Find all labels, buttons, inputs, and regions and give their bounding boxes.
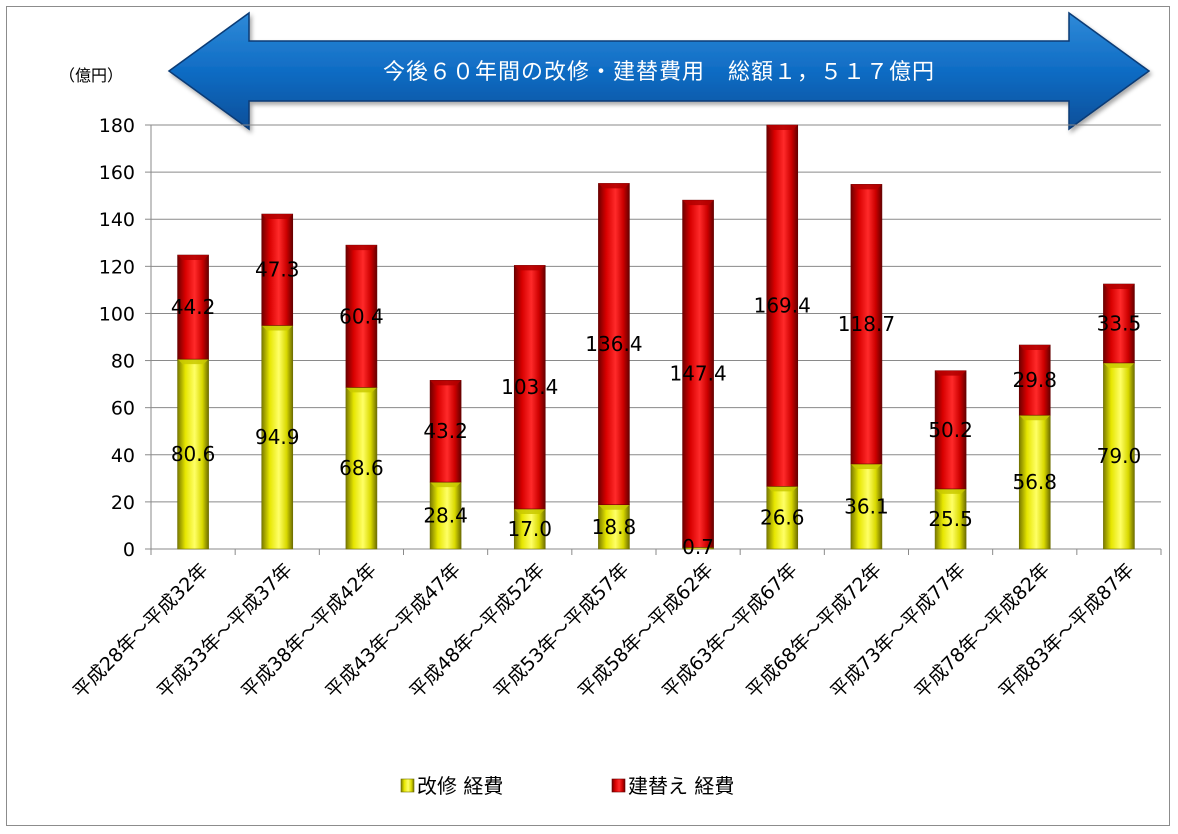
data-label-rebuild-5: 136.4 — [585, 332, 642, 356]
bar-cap-renovation-5 — [598, 504, 630, 510]
data-labels: 80.6 44.2 94.9 47.3 68.6 60.4 28.4 43.2 17.0 103.… — [171, 258, 1141, 559]
legend-label-renovation: 改修 経費 — [417, 774, 503, 798]
bar-cap-renovation-3 — [430, 482, 462, 488]
bars — [177, 124, 1135, 550]
bar-cap-renovation-10 — [1019, 415, 1051, 421]
data-label-rebuild-11: 33.5 — [1097, 311, 1142, 335]
y-tick-label-80: 80 — [111, 351, 135, 373]
bar-renovation-0 — [177, 358, 209, 550]
bar-cap-rebuild-4 — [514, 265, 546, 271]
legend-label-rebuild: 建替え 経費 — [628, 774, 734, 798]
data-label-rebuild-7: 169.4 — [754, 294, 811, 318]
bar-cap-rebuild-9 — [935, 370, 967, 376]
y-tick-label-40: 40 — [111, 445, 135, 467]
bar-renovation-11 — [1103, 362, 1135, 550]
data-label-rebuild-0: 44.2 — [171, 295, 216, 319]
y-axis-unit-label: （億円） — [59, 66, 123, 85]
y-tick-label-140: 140 — [99, 209, 135, 231]
data-label-rebuild-1: 47.3 — [255, 258, 300, 282]
bar-rebuild-10 — [1018, 344, 1051, 416]
data-label-rebuild-4: 103.4 — [501, 375, 558, 399]
bar-cap-rebuild-3 — [430, 380, 462, 386]
grid-lines — [151, 124, 1161, 550]
bar-cap-renovation-2 — [345, 387, 377, 393]
bar-rebuild-0 — [177, 254, 209, 360]
chart-svg: 今後６０年間の改修・建替費用 総額１，５１７億円 （億円） 0 20 40 60 80 1… — [59, 11, 1162, 798]
data-label-renovation-4: 17.0 — [507, 517, 552, 541]
bar-cap-renovation-0 — [177, 359, 209, 365]
bar-rebuild-6 — [682, 199, 714, 548]
data-label-renovation-6: 0.7 — [682, 535, 714, 559]
data-label-renovation-10: 56.8 — [1012, 470, 1057, 494]
bar-rebuild-7 — [766, 124, 799, 487]
bar-rebuild-2 — [345, 244, 378, 388]
legend-swatch-renovation — [400, 778, 415, 793]
data-label-renovation-8: 36.1 — [844, 494, 889, 518]
y-tick-label-20: 20 — [111, 492, 135, 514]
bar-cap-renovation-7 — [766, 486, 798, 492]
bar-rebuild-4 — [513, 265, 546, 510]
bar-cap-renovation-8 — [850, 463, 882, 469]
bar-renovation-8 — [850, 463, 883, 550]
data-label-rebuild-9: 50.2 — [928, 418, 973, 442]
bar-cap-rebuild-10 — [1019, 345, 1051, 351]
data-label-rebuild-2: 60.4 — [339, 304, 384, 328]
bar-renovation-7 — [766, 486, 799, 550]
data-label-renovation-5: 18.8 — [592, 515, 637, 539]
bar-rebuild-3 — [429, 380, 462, 483]
bar-cap-rebuild-7 — [766, 125, 798, 130]
data-label-renovation-1: 94.9 — [255, 425, 300, 449]
y-tick-label-0: 0 — [123, 539, 135, 561]
data-label-rebuild-6: 147.4 — [669, 362, 726, 386]
banner: 今後６０年間の改修・建替費用 総額１，５１７億円 — [167, 11, 1151, 131]
bar-cap-renovation-9 — [935, 488, 967, 494]
banner-text: 今後６０年間の改修・建替費用 総額１，５１７億円 — [383, 60, 935, 85]
bar-renovation-1 — [261, 325, 294, 550]
data-label-rebuild-8: 118.7 — [838, 312, 895, 336]
data-label-renovation-0: 80.6 — [171, 442, 216, 466]
bar-cap-rebuild-5 — [598, 183, 630, 189]
data-label-rebuild-10: 29.8 — [1012, 368, 1057, 392]
bar-renovation-5 — [598, 504, 630, 550]
y-tick-label-60: 60 — [111, 398, 135, 420]
y-tick-label-160: 160 — [99, 162, 135, 184]
y-tick-label-180: 180 — [99, 115, 135, 137]
bar-renovation-9 — [934, 488, 967, 550]
banner-arrow-shape — [167, 11, 1151, 131]
x-axis-category-labels: 平成28年～平成32年平成33年～平成37年平成38年～平成42年平成43年～平… — [69, 559, 1139, 703]
bar-rebuild-11 — [1103, 283, 1135, 364]
data-label-renovation-9: 25.5 — [928, 507, 973, 531]
bar-cap-rebuild-0 — [177, 255, 209, 261]
bar-cap-rebuild-1 — [261, 214, 293, 220]
bar-renovation-4 — [513, 508, 546, 550]
bar-cap-renovation-4 — [514, 508, 546, 514]
bar-cap-rebuild-11 — [1103, 284, 1135, 289]
bar-cap-renovation-1 — [261, 325, 293, 331]
data-label-renovation-3: 28.4 — [423, 504, 468, 528]
bar-cap-renovation-11 — [1103, 362, 1135, 368]
bar-rebuild-5 — [598, 183, 630, 506]
bar-cap-rebuild-2 — [345, 245, 377, 251]
x-category-label-0: 平成28年～平成32年 — [69, 559, 213, 703]
data-label-renovation-7: 26.6 — [760, 506, 805, 530]
legend: 改修 経費 建替え 経費 — [400, 774, 734, 798]
bar-cap-rebuild-6 — [682, 200, 714, 206]
data-label-renovation-2: 68.6 — [339, 456, 384, 480]
y-tick-label-100: 100 — [99, 303, 135, 325]
bar-cap-rebuild-8 — [850, 184, 882, 190]
data-label-rebuild-3: 43.2 — [423, 419, 468, 443]
data-label-renovation-11: 79.0 — [1097, 444, 1142, 468]
legend-swatch-rebuild — [611, 778, 626, 793]
y-tick-label-120: 120 — [99, 256, 135, 278]
chart-frame: 今後６０年間の改修・建替費用 総額１，５１７億円 （億円） 0 20 40 60 80 1… — [6, 6, 1170, 826]
y-axis-ticks: 0 20 40 60 80 100 120 140 160 180 — [99, 115, 1162, 561]
bar-renovation-2 — [345, 387, 378, 550]
